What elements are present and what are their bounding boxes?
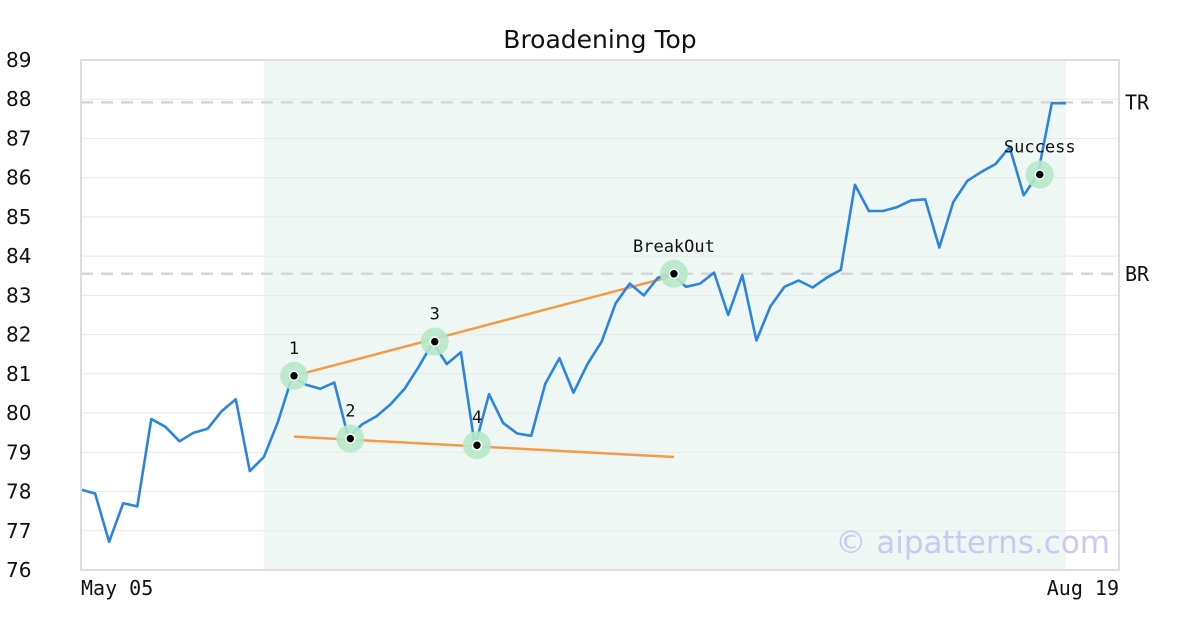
pattern-region bbox=[263, 60, 1066, 570]
point-marker bbox=[471, 439, 483, 451]
x-tick-label: Aug 19 bbox=[1047, 576, 1119, 600]
y-tick-label: 79 bbox=[6, 440, 31, 464]
plot-frame bbox=[80, 59, 1120, 571]
y-tick-label: 83 bbox=[6, 283, 31, 307]
point-label: 4 bbox=[472, 408, 482, 428]
chart-title: Broadening Top bbox=[503, 25, 696, 54]
y-tick-label: 86 bbox=[6, 166, 31, 190]
y-tick-label: 76 bbox=[6, 558, 31, 582]
price-line bbox=[80, 101, 1066, 544]
reference-label-br: BR bbox=[1125, 262, 1150, 286]
point-label: Success bbox=[1004, 138, 1076, 158]
y-tick-label: 81 bbox=[6, 362, 31, 386]
point-label: 2 bbox=[345, 402, 355, 422]
y-tick-label: 84 bbox=[6, 244, 31, 268]
reference-label-tr: TR bbox=[1125, 90, 1150, 114]
point-label: 3 bbox=[430, 305, 440, 325]
y-tick-label: 82 bbox=[6, 323, 31, 347]
watermark: © aipatterns.com bbox=[835, 525, 1110, 561]
y-tick-label: 85 bbox=[6, 205, 31, 229]
point-label: BreakOut bbox=[633, 237, 715, 257]
y-tick-label: 78 bbox=[6, 480, 31, 504]
point-marker bbox=[668, 268, 680, 280]
point-marker bbox=[345, 433, 356, 444]
y-tick-label: 89 bbox=[6, 48, 31, 72]
y-tick-label: 77 bbox=[6, 519, 31, 543]
point-label: 1 bbox=[289, 339, 299, 359]
upper-trendline bbox=[293, 274, 675, 378]
point-marker bbox=[1034, 169, 1046, 180]
y-tick-label: 88 bbox=[6, 87, 31, 111]
y-tick-label: 87 bbox=[6, 126, 31, 150]
point-marker bbox=[429, 336, 440, 347]
x-tick-label: May 05 bbox=[81, 576, 153, 600]
point-marker bbox=[288, 370, 300, 382]
y-tick-label: 80 bbox=[6, 401, 31, 425]
